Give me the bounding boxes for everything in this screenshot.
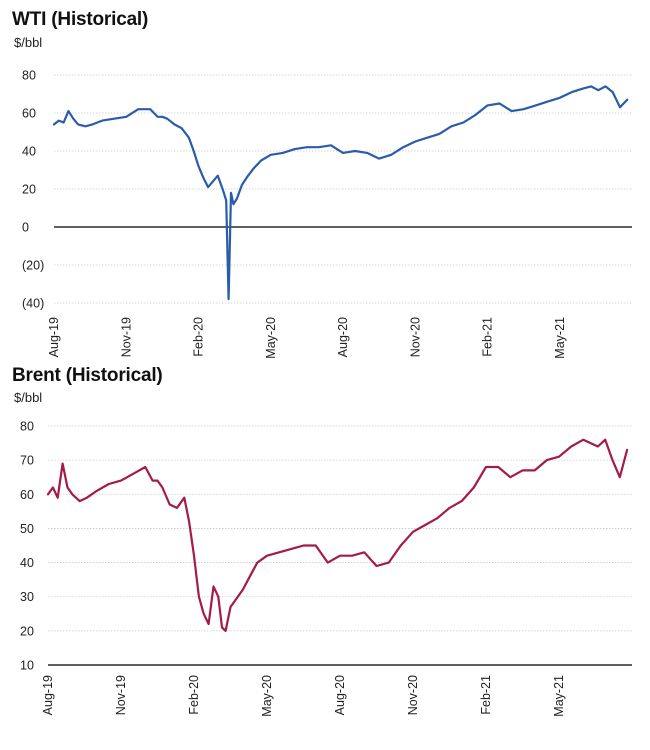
brent-x-tick-label: May-20 [260, 675, 274, 717]
wti-y-tick-label: 40 [22, 145, 36, 159]
brent-x-tick-label: Feb-20 [187, 675, 201, 715]
brent-x-tick-label: Nov-19 [114, 675, 128, 715]
brent-y-tick-label: 60 [20, 488, 34, 502]
brent-y-tick-label: 30 [20, 590, 34, 604]
brent-chart: 80 70 60 50 40 30 20 10 Aug-19 Nov-19 Feb-20 May-20… [20, 420, 632, 717]
wti-x-tick-label: Feb-20 [192, 317, 206, 357]
wti-x-tick-label: Nov-20 [408, 317, 422, 357]
brent-series-line [46, 438, 629, 632]
wti-x-tick-label: Nov-19 [119, 317, 133, 357]
wti-y-tick-label: 80 [22, 69, 36, 83]
brent-y-tick-label: 10 [20, 659, 34, 673]
brent-x-tick-label: Nov-20 [406, 675, 420, 715]
wti-chart-title: WTI (Historical) [12, 9, 149, 30]
wti-y-tick-label: 0 [22, 221, 29, 235]
wti-y-tick-label: (20) [22, 259, 44, 273]
brent-x-tick-label: Feb-21 [479, 675, 493, 715]
wti-x-tick-label: Feb-21 [481, 317, 495, 357]
brent-unit-label: $/bbl [14, 390, 43, 405]
wti-chart: 80 60 40 20 0 (20) (40)Aug-19 Nov-19 Feb-20 May-2… [22, 69, 632, 359]
brent-y-tick-label: 50 [20, 522, 34, 536]
brent-y-tick-label: 80 [20, 420, 34, 434]
brent-x-tick-label: Aug-19 [41, 675, 55, 715]
wti-x-tick-label: May-21 [553, 317, 567, 359]
wti-y-tick-label: 20 [22, 183, 36, 197]
brent-y-tick-label: 40 [20, 556, 34, 570]
brent-y-tick-label: 70 [20, 454, 34, 468]
brent-x-tick-label: May-21 [552, 675, 566, 717]
wti-y-tick-label: 60 [22, 107, 36, 121]
wti-y-tick-label: (40) [22, 297, 44, 311]
brent-y-tick-label: 20 [20, 624, 34, 638]
wti-x-tick-label: Aug-19 [47, 317, 61, 357]
wti-unit-label: $/bbl [14, 35, 43, 50]
brent-x-tick-label: Aug-20 [333, 675, 347, 715]
wti-series-line [52, 85, 629, 301]
wti-x-tick-label: Aug-20 [336, 317, 350, 357]
wti-x-tick-label: May-20 [264, 317, 278, 359]
brent-chart-title: Brent (Historical) [12, 365, 163, 386]
